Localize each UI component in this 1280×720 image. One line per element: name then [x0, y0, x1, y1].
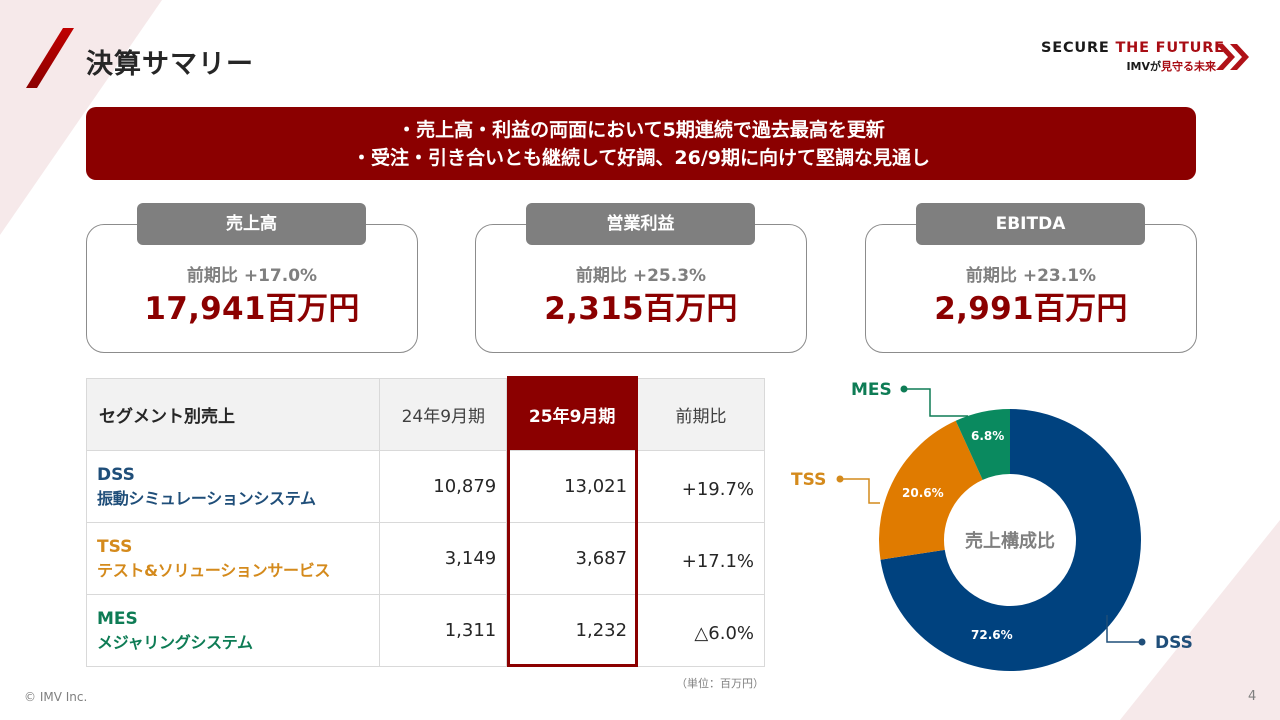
kpi-label-ebitda: EBITDA	[916, 203, 1145, 245]
segment-name-cell: TSS テスト&ソリューションサービス	[85, 522, 381, 595]
dss-callout-line	[1106, 615, 1142, 643]
fy25-value: 3,687	[506, 522, 639, 595]
kpi-label-operating-profit: 営業利益	[526, 203, 755, 245]
mes-callout-line	[904, 388, 968, 417]
fy25-value: 1,232	[506, 594, 639, 667]
legend-tss: TSS	[791, 470, 827, 490]
title-slash-icon	[26, 28, 74, 88]
banner-line-1: ・売上高・利益の両面において5期連続で過去最高を更新	[397, 119, 885, 141]
kpi-value: 17,941百万円	[144, 291, 360, 327]
segment-name-cell: MES メジャリングシステム	[85, 594, 381, 667]
donut-slice-tss	[878, 420, 983, 560]
kpi-yoy: 前期比 +17.0%	[186, 266, 318, 286]
fy25-value: 13,021	[506, 450, 639, 523]
kpi-yoy: 前期比 +25.3%	[575, 266, 707, 286]
banner-line-2: ・受注・引き合いとも継続して好調、26/9期に向けて堅調な見通し	[351, 147, 931, 169]
header-fy24: 24年9月期	[379, 378, 508, 451]
segment-code: TSS	[97, 536, 133, 557]
table-row-mes: MES メジャリングシステム 1,311 1,232 △6.0%	[85, 594, 765, 667]
donut-slice-dss	[880, 409, 1142, 671]
sales-composition-donut-chart	[836, 385, 1146, 671]
header-segment: セグメント別売上	[85, 378, 381, 451]
segment-desc: 振動シミュレーションシステム	[97, 488, 316, 508]
fy24-value: 3,149	[379, 522, 508, 595]
segment-desc: テスト&ソリューションサービス	[97, 560, 331, 580]
kpi-value: 2,991百万円	[934, 291, 1128, 327]
kpi-card-ebitda: 前期比 +23.1% 2,991百万円	[865, 224, 1197, 353]
segment-code: MES	[97, 608, 138, 629]
header-fy25: 25年9月期	[506, 378, 639, 451]
yoy-value: +19.7%	[637, 450, 765, 523]
header-yoy: 前期比	[637, 378, 765, 451]
yoy-value: △6.0%	[637, 594, 765, 667]
segment-sales-table: セグメント別売上 24年9月期 25年9月期 前期比 DSS 振動シミュレーショ…	[85, 378, 765, 667]
kpi-yoy: 前期比 +23.1%	[965, 266, 1097, 286]
logo-tagline: SECURE THE FUTURE	[1041, 40, 1225, 56]
page-title: 決算サマリー	[86, 49, 254, 80]
table-row-tss: TSS テスト&ソリューションサービス 3,149 3,687 +17.1%	[85, 522, 765, 595]
kpi-card-revenue: 前期比 +17.0% 17,941百万円	[86, 224, 418, 353]
table-row-dss: DSS 振動シミュレーションシステム 10,879 13,021 +19.7%	[85, 450, 765, 523]
segment-name-cell: DSS 振動シミュレーションシステム	[85, 450, 381, 523]
pct-label-dss: 72.6%	[971, 628, 1013, 642]
logo-subtagline: IMVが見守る未来	[1126, 60, 1216, 73]
double-chevron-icon	[1216, 44, 1249, 70]
pct-label-mes: 6.8%	[971, 429, 1005, 443]
segment-code: DSS	[97, 464, 135, 485]
fy24-value: 10,879	[379, 450, 508, 523]
brand-logo: SECURE THE FUTURE IMVが見守る未来	[1040, 40, 1260, 74]
unit-note: （単位：百万円）	[676, 677, 764, 690]
donut-center-title: 売上構成比	[965, 531, 1055, 552]
highlight-banner: ・売上高・利益の両面において5期連続で過去最高を更新 ・受注・引き合いとも継続し…	[86, 107, 1196, 180]
kpi-value: 2,315百万円	[544, 291, 738, 327]
legend-mes: MES	[851, 380, 892, 400]
yoy-value: +17.1%	[637, 522, 765, 595]
table-header-row: セグメント別売上 24年9月期 25年9月期 前期比	[85, 378, 765, 451]
legend-dss: DSS	[1155, 633, 1193, 653]
tss-callout-line	[840, 478, 880, 504]
donut-slice-mes	[955, 409, 1010, 480]
kpi-label-revenue: 売上高	[137, 203, 366, 245]
fy24-value: 1,311	[379, 594, 508, 667]
pct-label-tss: 20.6%	[902, 486, 944, 500]
segment-desc: メジャリングシステム	[97, 632, 253, 652]
kpi-card-operating-profit: 前期比 +25.3% 2,315百万円	[475, 224, 807, 353]
copyright: © IMV Inc.	[24, 690, 88, 704]
page-number: 4	[1248, 689, 1257, 704]
